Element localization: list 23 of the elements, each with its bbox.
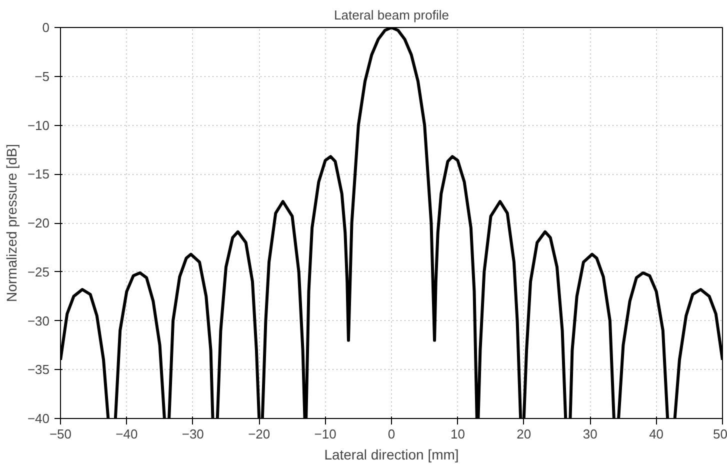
x-tick-label: −50	[49, 426, 72, 442]
x-tick-label: 30	[582, 426, 598, 442]
x-tick-label: −10	[314, 426, 336, 442]
y-tick-label: −35	[27, 362, 50, 378]
x-tick-label: 10	[450, 426, 465, 442]
x-tick-label: −40	[116, 426, 138, 442]
chart-title: Lateral beam profile	[334, 8, 449, 22]
x-axis-title: Lateral direction [mm]	[324, 446, 459, 462]
y-axis-title: Normalized pressure [dB]	[3, 144, 20, 302]
x-tick-label: 0	[388, 426, 396, 442]
y-tick-label: −15	[27, 166, 50, 182]
y-tick-label: −10	[27, 118, 50, 133]
x-tick-label: 50	[713, 426, 727, 442]
y-tick-label: −25	[27, 264, 50, 280]
y-tick-label: −30	[27, 313, 50, 328]
y-tick-label: −20	[27, 216, 50, 230]
x-tick-label: 20	[516, 426, 532, 442]
x-tick-label: −20	[248, 426, 270, 442]
y-tick-label: −5	[34, 68, 50, 84]
x-tick-label: 40	[649, 426, 664, 442]
y-tick-label: −40	[27, 411, 50, 426]
x-tick-label: −30	[182, 426, 204, 442]
y-tick-label: 0	[42, 20, 50, 35]
